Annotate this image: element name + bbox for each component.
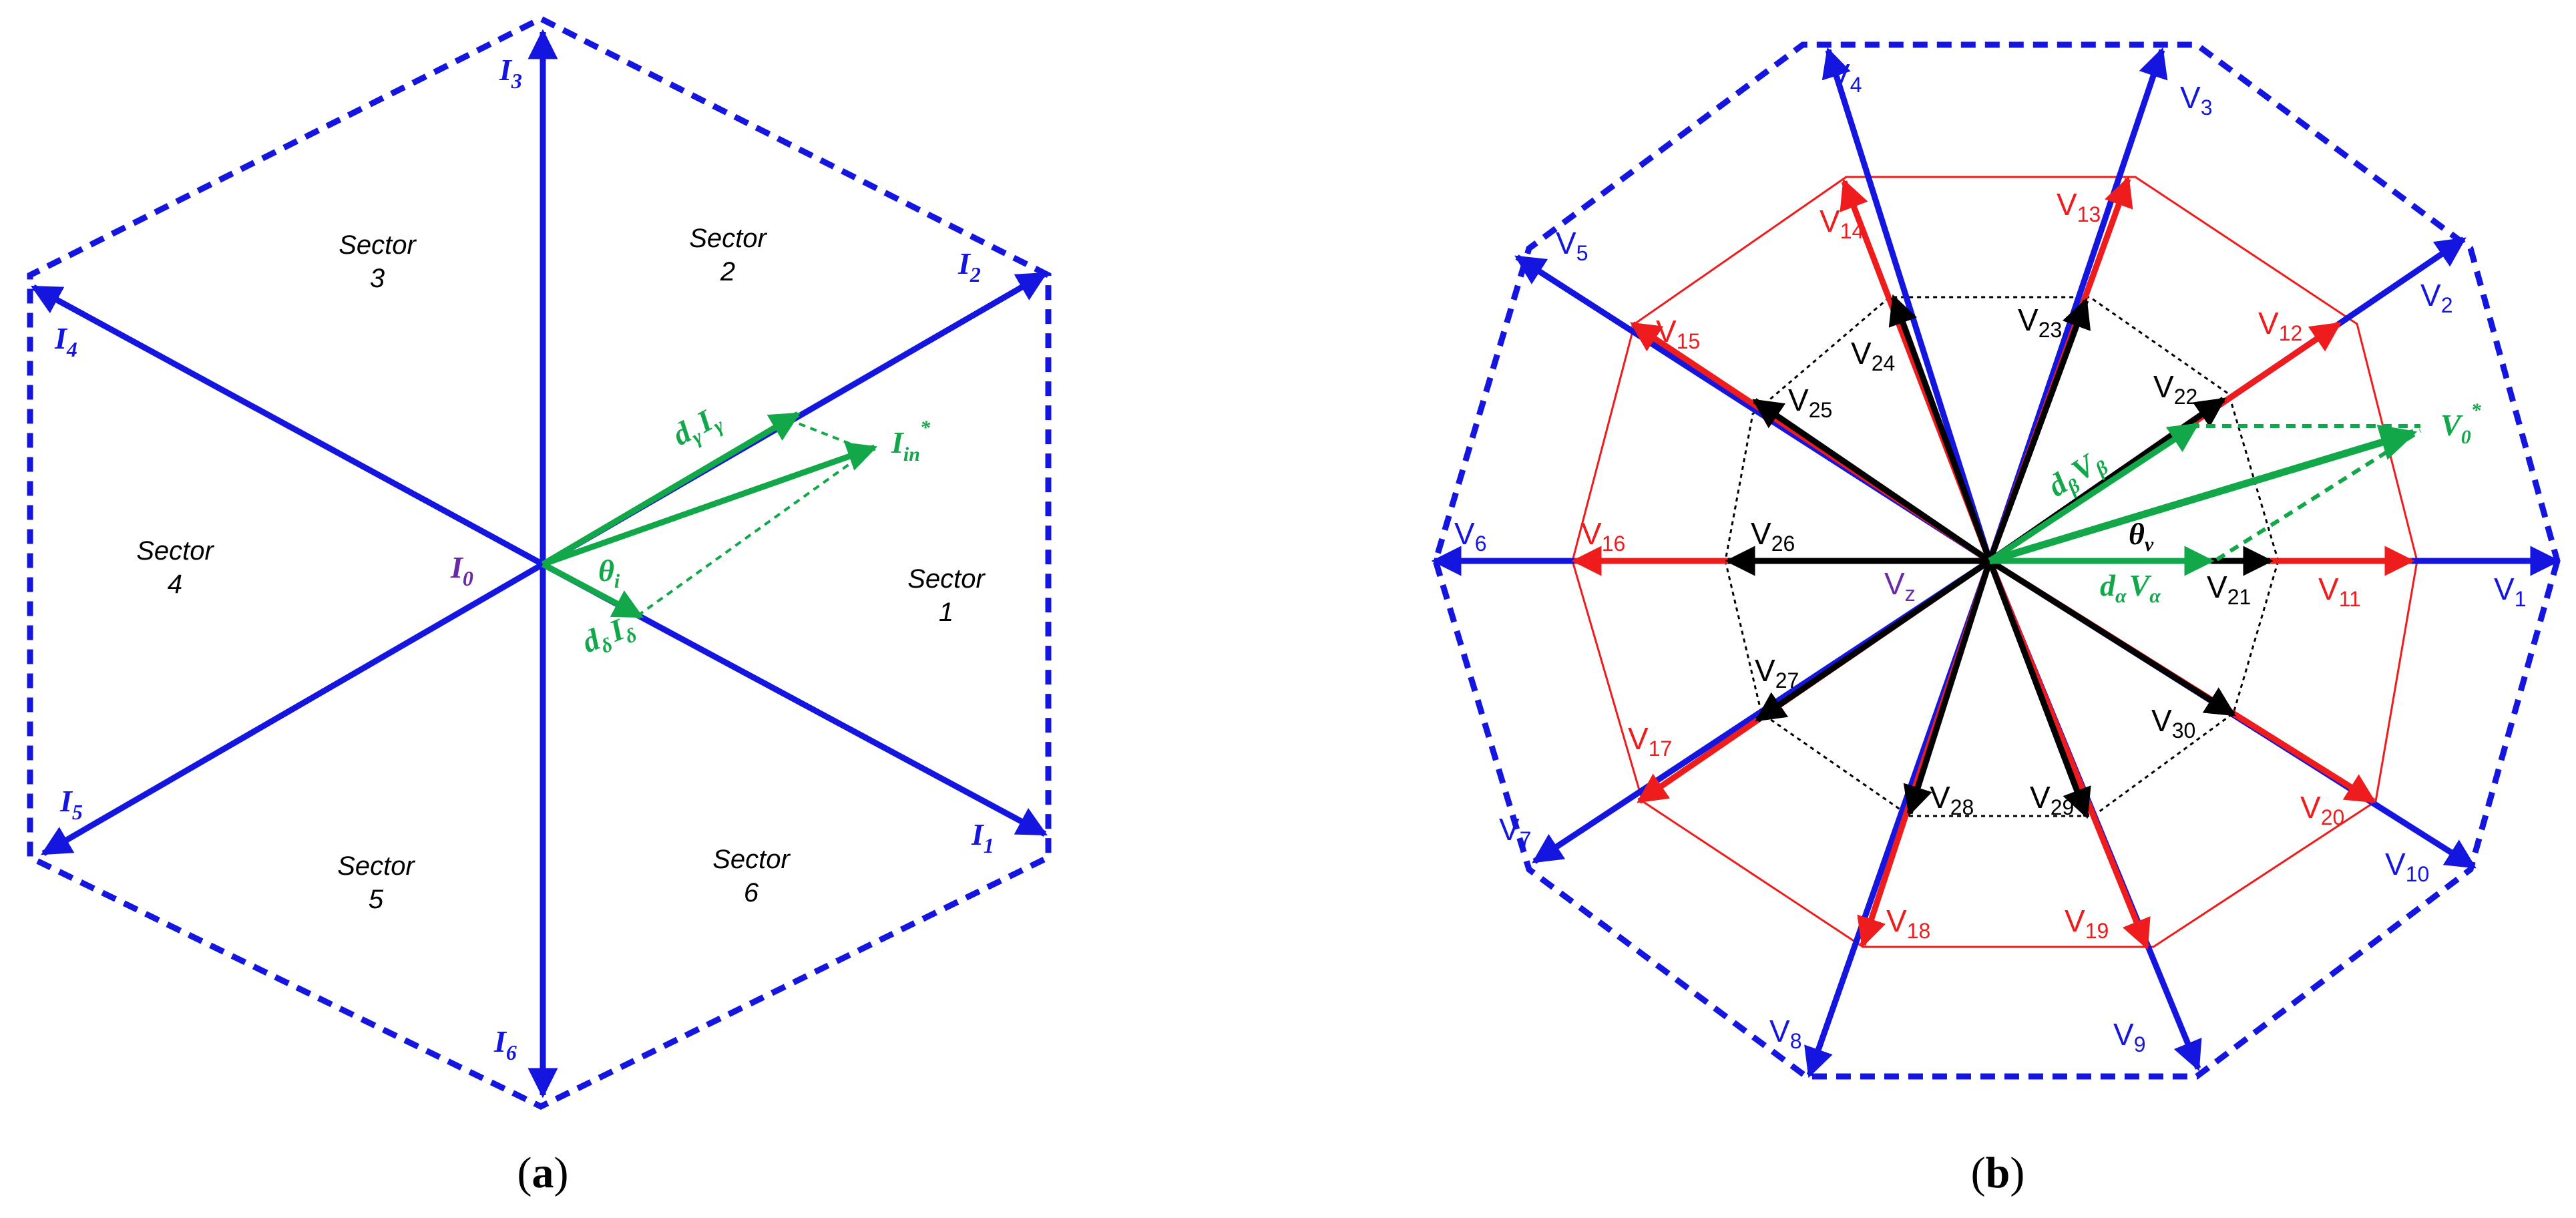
label-v2: V2: [2420, 278, 2452, 317]
label-v15: V15: [1656, 314, 1700, 353]
label-i2: I2: [957, 246, 981, 286]
label-i6: I6: [493, 1024, 517, 1064]
caption-a: (a): [517, 1149, 569, 1197]
label-vz: Vz: [1884, 566, 1916, 606]
label-d-alpha: dαVα: [2100, 568, 2161, 607]
label-v23: V23: [2018, 302, 2062, 342]
vector-v24: [1888, 294, 1993, 562]
label-v10: V10: [2385, 847, 2429, 886]
label-v8: V8: [1769, 1014, 1801, 1053]
label-v4: V4: [1830, 57, 1862, 97]
vector-v4: [1821, 47, 1993, 562]
label-i1: I1: [971, 817, 994, 857]
label-v29: V29: [2030, 780, 2074, 819]
vector-v30: [1988, 558, 2236, 717]
label-i-in-ref: Iin*: [891, 417, 931, 465]
label-v11: V11: [2318, 572, 2361, 611]
vector-v23: [1986, 297, 2091, 562]
label-i5: I5: [59, 784, 83, 824]
sector-3: Sector 3: [339, 230, 417, 293]
outer-decagon: [1432, 41, 2561, 1080]
vector-i5: [41, 562, 545, 856]
label-theta-i: θi: [598, 554, 620, 592]
vector-v29: [1986, 560, 2091, 819]
vector-v27: [1755, 558, 1992, 723]
vector-d-beta: [1988, 422, 2199, 564]
sector-5: Sector 5: [337, 851, 415, 914]
label-v24: V24: [1851, 336, 1895, 375]
label-v6: V6: [1454, 516, 1486, 556]
label-i4: I4: [54, 321, 77, 361]
caption-b: (b): [1971, 1149, 2025, 1197]
label-v18: V18: [1886, 903, 1930, 943]
label-v26: V26: [1751, 516, 1795, 556]
label-theta-v: θv: [2129, 517, 2154, 556]
sector-4: Sector 4: [136, 536, 214, 599]
label-v30: V30: [2151, 703, 2195, 743]
label-v14: V14: [1819, 204, 1864, 243]
label-d-gamma: dγIγ: [667, 399, 728, 456]
label-v27: V27: [1755, 653, 1799, 692]
panel-a: I3 I2 I4 I5 I1 I6 I0 Sector 3 Sector 2 Sec…: [27, 15, 1052, 1197]
label-v1: V1: [2494, 572, 2526, 611]
label-v16: V16: [1581, 516, 1625, 556]
sector-6: Sector 6: [712, 845, 791, 907]
vector-v25: [1752, 398, 1992, 564]
label-v22: V22: [2153, 369, 2197, 409]
vector-i-in-ref: [542, 442, 878, 568]
label-v20: V20: [2300, 790, 2344, 829]
vector-d-gamma: [541, 411, 801, 567]
dotted-line-gamma: [787, 418, 869, 452]
vector-v28: [1903, 560, 1993, 817]
label-v3: V3: [2180, 80, 2212, 120]
sector-1: Sector 1: [907, 564, 986, 627]
label-v12: V12: [2258, 306, 2302, 345]
label-v21: V21: [2207, 570, 2251, 609]
label-v5: V5: [1556, 226, 1588, 265]
label-d-delta: dδIδ: [578, 608, 640, 664]
vector-i4: [31, 284, 545, 567]
label-v28: V28: [1930, 780, 1974, 819]
label-i3: I3: [499, 53, 522, 93]
label-i0: I0: [450, 550, 473, 590]
sector-2: Sector 2: [689, 224, 767, 286]
label-v9: V9: [2113, 1017, 2145, 1056]
vector-v0-ref: [1988, 425, 2418, 565]
vector-d-delta: [541, 562, 644, 619]
label-v17: V17: [1628, 721, 1672, 761]
dotted-line-delta: [636, 449, 869, 617]
label-v0-ref: V0*: [2440, 399, 2482, 448]
panel-b: V1 V2 V3 V4 V5 V6 V7 V8 V9 V10 V11 V12 V…: [1431, 41, 2561, 1197]
label-v25: V25: [1788, 383, 1832, 422]
label-d-beta: dβVβ: [2042, 442, 2113, 507]
label-v13: V13: [2057, 187, 2101, 226]
label-v19: V19: [2065, 903, 2109, 943]
label-v7: V7: [1499, 812, 1531, 851]
